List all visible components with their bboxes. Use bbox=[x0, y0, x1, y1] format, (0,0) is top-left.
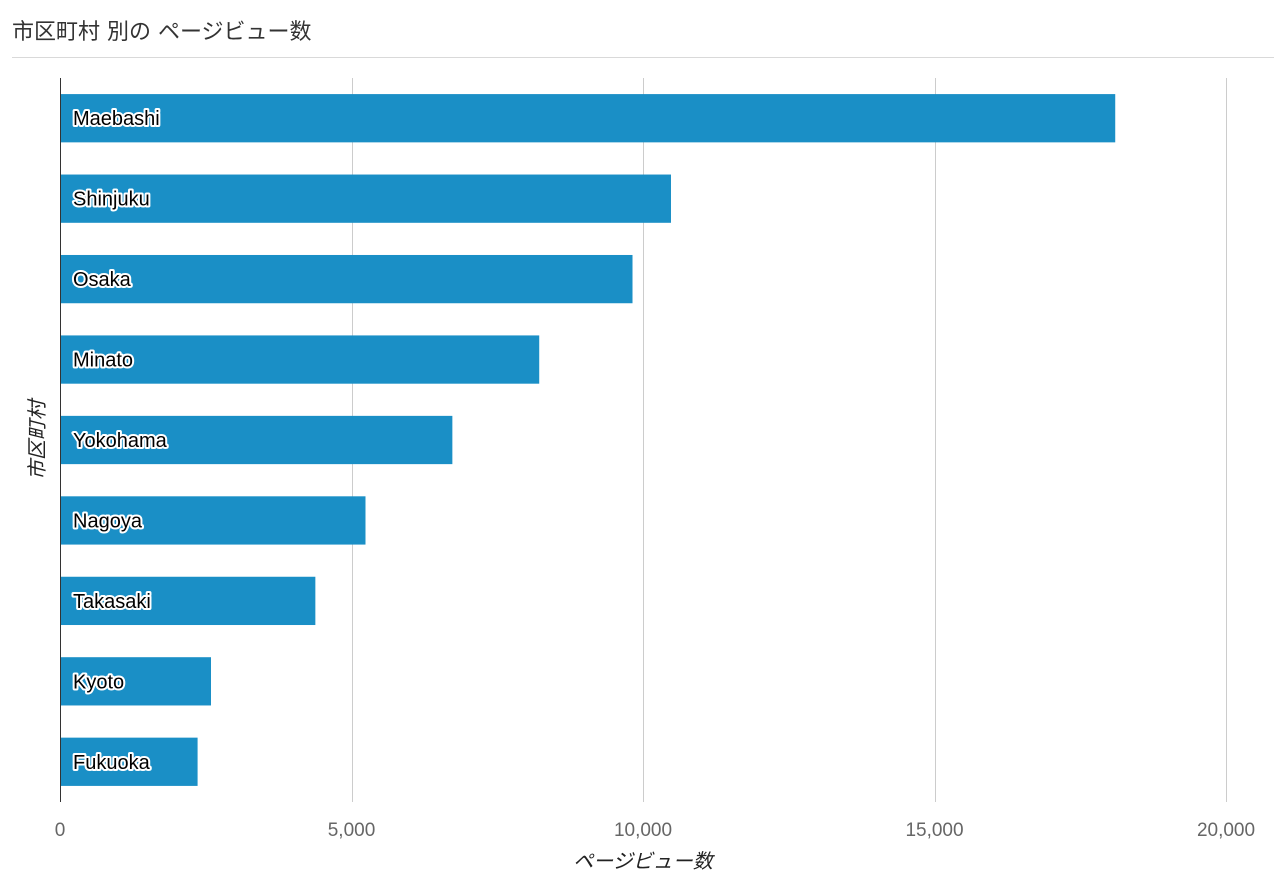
bar-label: Maebashi bbox=[73, 108, 160, 130]
bar-label: Yokohama bbox=[73, 430, 168, 452]
bar[interactable] bbox=[61, 174, 671, 223]
x-axis-title: ページビュー数 bbox=[573, 849, 716, 873]
bar-label: Takasaki bbox=[73, 591, 151, 613]
bar[interactable] bbox=[61, 254, 633, 304]
x-tick-label: 15,000 bbox=[905, 820, 963, 841]
y-axis-title: 市区町村 bbox=[25, 397, 49, 480]
x-tick-label: 20,000 bbox=[1197, 820, 1255, 841]
bar[interactable] bbox=[61, 657, 211, 706]
chart-title: 市区町村 別の ページビュー数 bbox=[12, 0, 1274, 58]
bar-label: Shinjuku bbox=[73, 189, 150, 211]
x-tick-label: 10,000 bbox=[614, 820, 672, 841]
bar[interactable] bbox=[61, 496, 366, 545]
bar-label: Nagoya bbox=[73, 510, 143, 532]
x-tick-label: 0 bbox=[55, 820, 66, 841]
bar-labels: Maebashi Shinjuku Osaka Minato Yokohama Nagoy… bbox=[71, 106, 170, 776]
x-tick-label: 5,000 bbox=[328, 820, 376, 841]
bar-label: Osaka bbox=[73, 269, 132, 291]
bar-label: Kyoto bbox=[73, 671, 124, 693]
bar[interactable] bbox=[61, 94, 1116, 143]
bar-label: Minato bbox=[73, 350, 133, 372]
bar[interactable] bbox=[61, 415, 453, 465]
bar[interactable] bbox=[61, 737, 198, 786]
bar-label: Fukuoka bbox=[73, 752, 151, 774]
bar[interactable] bbox=[61, 576, 316, 626]
bar[interactable] bbox=[61, 335, 540, 384]
x-tick-labels: 0 5,000 10,000 15,000 20,000 bbox=[55, 820, 1255, 841]
bars bbox=[61, 94, 1116, 786]
